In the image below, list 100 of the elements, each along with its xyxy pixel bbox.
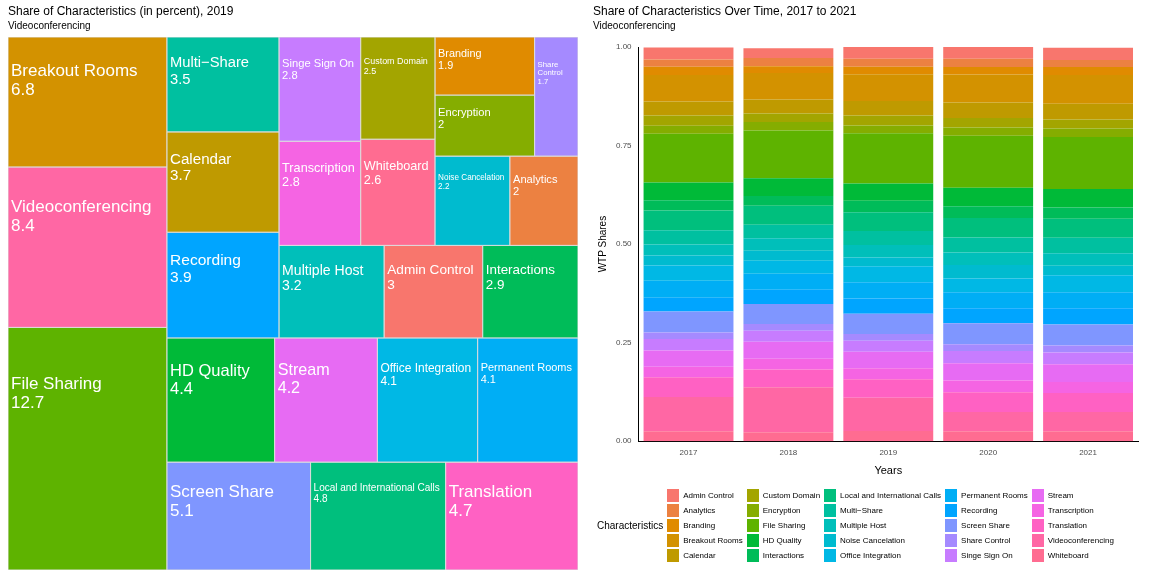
bar [743, 369, 834, 388]
data-label: 3.9 [170, 268, 192, 286]
legend-label: Noise Cancelation [840, 536, 906, 545]
bar [743, 358, 834, 370]
bar [1043, 412, 1134, 432]
bar [643, 350, 734, 367]
bar [843, 66, 934, 75]
y-axis-title: WTP Shares [596, 215, 608, 273]
legend-label: Stream [1047, 491, 1074, 500]
bar [1043, 364, 1134, 383]
bar [1043, 60, 1134, 68]
bar [643, 255, 734, 266]
bar [643, 66, 734, 75]
bar [843, 266, 934, 283]
bar [643, 230, 734, 245]
chart-title: Share of Characteristics Over Time, 2017 to 2021 [593, 4, 858, 18]
bar [943, 206, 1034, 219]
data-label: 6.8 [11, 79, 35, 99]
x-tick-label: 2020 [979, 448, 998, 458]
bar [843, 133, 934, 184]
bar [743, 48, 834, 59]
bar [843, 397, 934, 431]
bar [843, 430, 934, 442]
data-label: 2.2 [438, 182, 450, 192]
bar [843, 313, 934, 334]
category-label: Custom Domain [363, 56, 428, 67]
legend-label: HD Quality [762, 536, 802, 545]
bar [743, 341, 834, 359]
data-label: 4.2 [277, 377, 301, 396]
legend-label: Whiteboard [1047, 551, 1089, 560]
legend-label: Recording [961, 506, 998, 515]
data-label: 2 [512, 184, 520, 197]
bar [743, 121, 834, 131]
bar [943, 58, 1034, 68]
bar [843, 257, 934, 267]
bar [643, 397, 734, 432]
y-tick-label: 0.00 [615, 436, 633, 446]
category-label: Local and International Calls [313, 482, 440, 494]
category-label: Permanent Rooms [480, 361, 573, 374]
y-tick-label: 0.75 [615, 140, 633, 150]
bar [1043, 265, 1134, 276]
bar [943, 264, 1034, 279]
legend-label: Screen Share [961, 521, 1010, 530]
bar [643, 47, 734, 60]
bar [743, 66, 834, 74]
y-tick-label: 1.00 [615, 42, 633, 52]
bar [843, 47, 934, 59]
bar [643, 265, 734, 281]
category-label: HD Quality [170, 360, 251, 379]
bar [743, 432, 834, 442]
bar [743, 130, 834, 179]
bar [643, 339, 734, 351]
bar [1043, 237, 1134, 254]
data-label: 2.5 [363, 66, 377, 77]
bar [943, 187, 1034, 207]
x-tick-label: 2017 [679, 448, 698, 458]
bar [943, 323, 1034, 345]
bar [643, 311, 734, 333]
legend-label: Analytics [683, 506, 716, 515]
category-label: Encryption [438, 105, 491, 118]
legend-label: Admin Control [683, 491, 734, 500]
text: Videoconferencing [8, 20, 92, 31]
bar [943, 363, 1034, 381]
data-label: 4.1 [380, 374, 398, 389]
bar [843, 125, 934, 134]
data-label: 4.7 [448, 500, 473, 520]
text: Share of Characteristics (in percent), 2019 [8, 4, 235, 18]
category-label: Interactions [485, 262, 556, 278]
data-label: 8.4 [11, 215, 35, 235]
bar [843, 115, 934, 126]
category-label: Noise Cancelation [438, 173, 505, 183]
legend-label: Breakout Rooms [683, 536, 743, 545]
bar [943, 412, 1034, 432]
legend-title: Characteristics [597, 520, 664, 531]
category-label: Branding [438, 47, 482, 60]
bar [1043, 431, 1134, 442]
bar [943, 67, 1034, 75]
bar [843, 340, 934, 352]
bar [743, 73, 834, 100]
x-tick-label: 2021 [1079, 448, 1098, 458]
data-label: 3.2 [282, 277, 302, 294]
legend-label: Interactions [762, 551, 805, 560]
bar [1043, 119, 1134, 129]
data-label: 2.6 [363, 173, 382, 188]
bar [643, 377, 734, 398]
bar [943, 102, 1034, 118]
category-label: Multi−Share [170, 54, 249, 71]
bar [743, 250, 834, 261]
legend-label: Multiple Host [840, 521, 887, 530]
y-tick-label: 0.50 [615, 239, 633, 249]
bar [643, 115, 734, 126]
bar [743, 205, 834, 225]
category-label: Videoconferencing [11, 197, 152, 217]
bar [643, 210, 734, 231]
bar [843, 333, 934, 341]
bar [743, 196, 834, 206]
bar [743, 58, 834, 67]
bar [943, 392, 1034, 413]
legend-label: Custom Domain [762, 491, 821, 500]
bar [643, 133, 734, 183]
